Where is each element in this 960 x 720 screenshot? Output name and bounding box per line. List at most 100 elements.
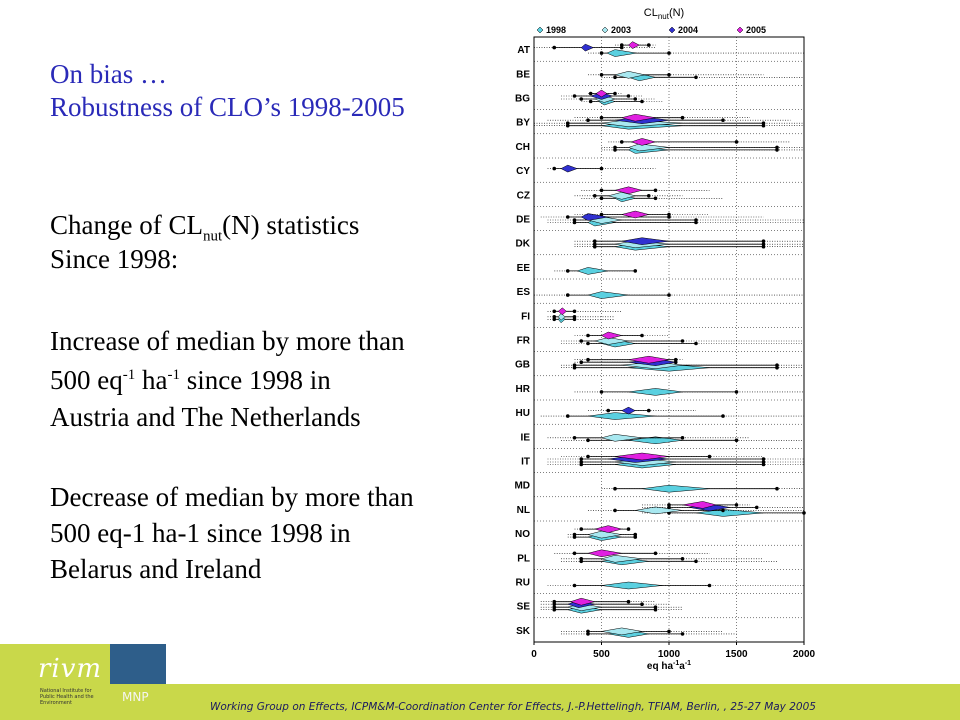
p95-dot-FR-1998 <box>694 341 698 346</box>
p5-dot-CH-2003 <box>613 145 617 150</box>
diamond-BE-2003 <box>614 71 645 79</box>
p95-dot-BY-2005 <box>680 115 685 120</box>
p95-dot-BE-1998 <box>694 75 698 80</box>
diamond-BG-2005 <box>595 89 608 98</box>
country-label-CZ: CZ <box>517 190 530 201</box>
logo-blue-block <box>110 644 166 684</box>
p5-dot-CZ-1998 <box>599 196 604 201</box>
chart-title: CLnut(N) <box>644 7 684 21</box>
p95-dot-BG-2003 <box>633 97 638 101</box>
p95-dot-AT-1998 <box>667 51 671 55</box>
increase-line-2-c: since 1998 in <box>179 365 331 395</box>
p95-dot-FI-1998 <box>572 317 577 322</box>
country-label-NO: NO <box>515 529 530 540</box>
p95-dot-RU-1998 <box>707 583 712 588</box>
diamond-BY-2005 <box>620 113 656 122</box>
diamond-FI-2003 <box>557 312 566 321</box>
p5-dot-IT-2005 <box>586 454 590 459</box>
p5-dot-PL-2005 <box>572 551 577 556</box>
p5-dot-AT-2004 <box>552 45 557 50</box>
p95-dot-FR-2003 <box>680 339 685 343</box>
diamond-IE-2003 <box>600 434 643 442</box>
p95-dot-NO-1998 <box>633 535 638 539</box>
diamond-AT-2004 <box>580 43 595 52</box>
mnp-logo: MNP <box>122 690 149 704</box>
diamond-EE-1998 <box>576 267 609 275</box>
p5-dot-FI-2003 <box>552 315 557 319</box>
decrease-line-2: 500 eq-1 ha-1 since 1998 in <box>50 518 351 548</box>
p5-dot-NO-2003 <box>572 532 577 537</box>
country-label-BE: BE <box>516 69 530 80</box>
increase-sup-1: -1 <box>122 367 136 383</box>
p5-dot-ES-1998 <box>565 293 570 297</box>
diamond-DE-2005 <box>620 210 650 219</box>
p5-dot-FR-2003 <box>579 339 584 343</box>
country-label-FR: FR <box>517 336 531 347</box>
diamond-NL-2003 <box>635 506 683 515</box>
p95-dot-BG-1998 <box>640 99 644 104</box>
p95-dot-IE-1998 <box>734 438 739 443</box>
country-label-NL: NL <box>517 505 530 516</box>
p95-dot-IT-2005 <box>707 454 712 459</box>
p95-dot-NL-1998 <box>802 511 806 515</box>
country-label-RU: RU <box>516 578 530 589</box>
p5-dot-BY-1998 <box>565 123 570 128</box>
p5-dot-IE-2003 <box>572 436 577 440</box>
p5-dot-DE-1998 <box>572 220 577 225</box>
chart-marks: AT BE BG BY CH CY CZ DE DK EE ES FI FR GB HR HU IE IT MD NL… <box>514 41 806 638</box>
p95-dot-DE-2003 <box>694 218 698 222</box>
p5-dot-FI-2005 <box>552 309 557 314</box>
p95-dot-AT-2005 <box>646 43 651 47</box>
p95-dot-DK-2003 <box>761 242 766 246</box>
country-label-HU: HU <box>516 408 530 419</box>
p95-dot-SK-1998 <box>680 632 685 636</box>
p95-dot-HU-1998 <box>721 414 725 418</box>
footer-text: Working Group on Effects, ICPM&M-Coordin… <box>210 701 816 713</box>
p5-dot-BY-2004 <box>586 118 590 122</box>
p95-dot-IT-2004 <box>761 457 766 461</box>
p95-dot-ES-1998 <box>667 293 671 297</box>
p95-dot-EE-1998 <box>633 269 638 273</box>
country-label-BY: BY <box>516 118 530 129</box>
p95-dot-AT-2004 <box>619 45 624 50</box>
country-label-SE: SE <box>517 602 531 613</box>
change-suffix: (N) statistics <box>222 210 360 240</box>
diamond-CZ-2005 <box>614 186 643 195</box>
diamond-MD-1998 <box>641 484 710 493</box>
p95-dot-FI-2005 <box>572 309 577 314</box>
p95-dot-GB-1998 <box>775 365 779 370</box>
diamond-DK-2004 <box>621 237 670 245</box>
diamond-AT-1998 <box>606 49 637 57</box>
p5-dot-NL-2003 <box>613 508 617 513</box>
legend-label-1998: 1998 <box>546 25 566 35</box>
p5-dot-FI-1998 <box>552 317 557 322</box>
x-tick-label-500: 500 <box>593 649 610 660</box>
p95-dot-IT-1998 <box>761 462 766 467</box>
p95-dot-NL-2005 <box>734 503 739 507</box>
rivm-logo-bg <box>0 644 110 720</box>
p5-dot-SE-2003 <box>552 605 557 609</box>
diamond-DE-2004 <box>580 213 609 221</box>
change-sub: nut <box>202 228 223 245</box>
diamond-FR-2005 <box>600 331 623 340</box>
p95-dot-DK-2004 <box>761 239 766 243</box>
p5-dot-DK-2003 <box>592 242 597 246</box>
legend-marker-2003 <box>601 26 609 34</box>
legend-marker-1998 <box>536 26 544 34</box>
p5-dot-GB-2005 <box>586 357 590 362</box>
p95-dot-FR-2005 <box>640 333 644 338</box>
p95-dot-CZ-2003 <box>646 194 651 198</box>
diamond-HR-1998 <box>628 388 683 396</box>
country-label-DE: DE <box>516 215 530 226</box>
p5-dot-FR-1998 <box>586 341 590 346</box>
country-label-PL: PL <box>517 553 530 564</box>
country-label-CH: CH <box>516 142 530 153</box>
diamond-IT-2005 <box>614 452 670 461</box>
diamond-NO-2003 <box>587 530 622 539</box>
diamond-SK-2003 <box>601 627 643 636</box>
country-label-MD: MD <box>514 481 530 492</box>
p95-dot-BY-1998 <box>761 123 766 128</box>
p5-dot-IE-1998 <box>586 438 590 443</box>
p5-dot-BY-2005 <box>599 115 604 120</box>
legend-label-2004: 2004 <box>678 25 698 35</box>
